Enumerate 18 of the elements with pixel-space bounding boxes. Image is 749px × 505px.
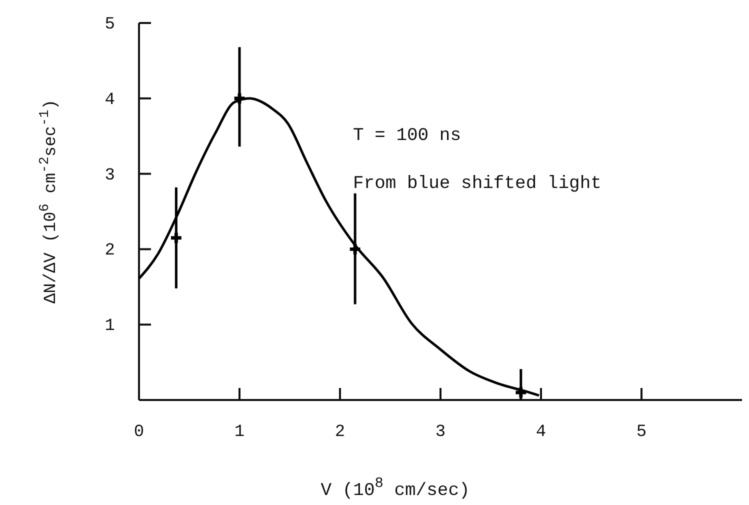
x-tick-label: 4 — [536, 423, 546, 442]
x-axis-title: V (10$^{8}$ cm/sec) — [320, 476, 470, 501]
y-tick-label: 5 — [104, 15, 115, 34]
point — [516, 387, 526, 398]
point — [350, 244, 360, 254]
x-tick-label: 1 — [234, 423, 245, 442]
annotation: T = 100 ns — [353, 126, 462, 146]
annotation: From blue shifted light — [353, 174, 602, 194]
y-tick-label: 1 — [104, 317, 115, 336]
y-tick-label: 4 — [104, 90, 115, 110]
x-tick-label: 5 — [636, 423, 647, 442]
point — [234, 93, 245, 104]
x-tick-label: 0 — [134, 423, 144, 442]
y-tick-label: 3 — [104, 166, 115, 186]
point — [170, 232, 182, 244]
x-tick-label: 2 — [334, 423, 346, 442]
x-tick-label: 3 — [435, 423, 446, 442]
y-tick-label: 2 — [104, 242, 115, 261]
